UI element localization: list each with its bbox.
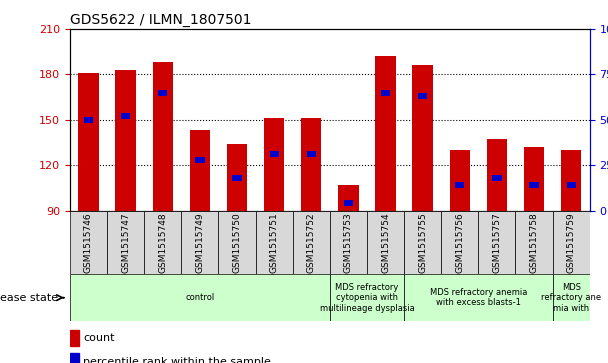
Bar [530, 182, 539, 188]
Bar [195, 157, 204, 163]
Text: control: control [185, 293, 215, 302]
Bar [255, 211, 292, 274]
Text: GSM1515751: GSM1515751 [269, 212, 278, 273]
Text: GSM1515756: GSM1515756 [455, 212, 465, 273]
Bar [412, 65, 433, 211]
Bar [381, 90, 390, 95]
Bar [84, 117, 93, 123]
Bar [553, 211, 590, 274]
Bar [70, 274, 330, 321]
Text: GSM1515749: GSM1515749 [195, 212, 204, 273]
Bar [567, 182, 576, 188]
Text: GSM1515759: GSM1515759 [567, 212, 576, 273]
Bar [158, 90, 167, 95]
Text: GSM1515750: GSM1515750 [232, 212, 241, 273]
Text: GSM1515755: GSM1515755 [418, 212, 427, 273]
Bar [524, 147, 544, 211]
Text: GSM1515746: GSM1515746 [84, 212, 93, 273]
Text: count: count [83, 333, 114, 343]
Bar [153, 62, 173, 211]
Bar [553, 274, 590, 321]
Bar [218, 211, 255, 274]
Bar [338, 185, 359, 211]
Bar [561, 150, 581, 211]
Bar [232, 175, 241, 181]
Bar [375, 56, 396, 211]
Bar [516, 211, 553, 274]
Bar [449, 150, 470, 211]
Bar [70, 353, 79, 363]
Bar [227, 144, 247, 211]
Text: GSM1515754: GSM1515754 [381, 212, 390, 273]
Bar [330, 211, 367, 274]
Bar [330, 274, 404, 321]
Text: GSM1515752: GSM1515752 [307, 212, 316, 273]
Bar [418, 93, 427, 99]
Text: GDS5622 / ILMN_1807501: GDS5622 / ILMN_1807501 [70, 13, 252, 26]
Bar [344, 200, 353, 206]
Bar [292, 211, 330, 274]
Bar [492, 175, 502, 181]
Bar [404, 274, 553, 321]
Bar [455, 182, 465, 188]
Text: GSM1515758: GSM1515758 [530, 212, 539, 273]
Bar [301, 118, 322, 211]
Text: percentile rank within the sample: percentile rank within the sample [83, 357, 271, 363]
Text: MDS
refractory ane
mia with: MDS refractory ane mia with [541, 283, 601, 313]
Bar [264, 118, 285, 211]
Bar [367, 211, 404, 274]
Text: disease state: disease state [0, 293, 58, 303]
Bar [441, 211, 478, 274]
Bar [144, 211, 181, 274]
Bar [269, 151, 279, 157]
Bar [121, 113, 130, 119]
Text: GSM1515757: GSM1515757 [492, 212, 502, 273]
Bar [70, 330, 79, 346]
Text: MDS refractory anemia
with excess blasts-1: MDS refractory anemia with excess blasts… [430, 288, 527, 307]
Bar [70, 211, 107, 274]
Bar [181, 211, 218, 274]
Text: GSM1515747: GSM1515747 [121, 212, 130, 273]
Bar [116, 70, 136, 211]
Bar [107, 211, 144, 274]
Bar [487, 139, 507, 211]
Text: MDS refractory
cytopenia with
multilineage dysplasia: MDS refractory cytopenia with multilinea… [320, 283, 414, 313]
Bar [306, 151, 316, 157]
Bar [478, 211, 516, 274]
Bar [190, 130, 210, 211]
Bar [78, 73, 98, 211]
Bar [404, 211, 441, 274]
Text: GSM1515753: GSM1515753 [344, 212, 353, 273]
Text: GSM1515748: GSM1515748 [158, 212, 167, 273]
